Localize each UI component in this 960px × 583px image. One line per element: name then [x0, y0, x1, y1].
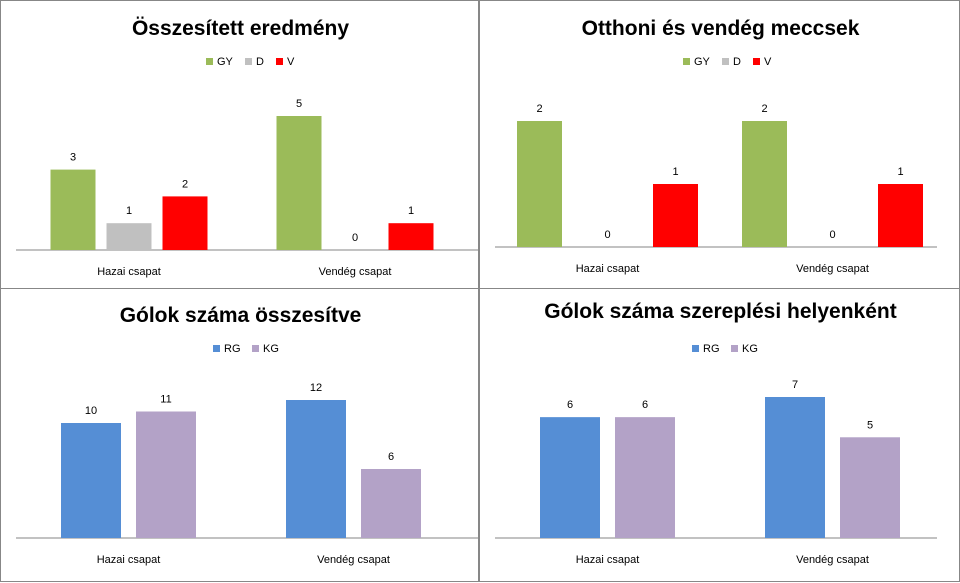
bar-kg-vendeg-csapat [361, 469, 421, 538]
data-label-d-hazai-csapat: 1 [126, 205, 132, 217]
chart-title: Összesített eredmény [132, 17, 349, 40]
bar-gy-hazai-csapat [50, 169, 96, 250]
data-label-rg-vendeg-csapat: 12 [310, 382, 322, 394]
data-label-gy-vendeg-csapat: 5 [296, 98, 302, 110]
bar-d-hazai-csapat [106, 223, 152, 250]
chart-title: Otthoni és vendég meccsek [582, 17, 860, 40]
data-label-v-hazai-csapat: 2 [182, 178, 188, 190]
data-label-kg-hazai-csapat: 11 [160, 394, 171, 406]
legend-label-kg: KG [263, 343, 279, 355]
data-label-v-hazai-csapat: 1 [672, 166, 678, 178]
category-label-vendeg-csapat: Vendég csapat [796, 554, 869, 566]
chart-panel-overall-results: Összesített eredmény GY D V 3 1 2 Hazai csapat 5… [0, 0, 479, 289]
bar-rg-hazai-csapat [540, 417, 600, 538]
legend-swatch-rg [692, 345, 699, 352]
legend-label-gy: GY [217, 56, 234, 68]
bar-rg-vendeg-csapat [765, 397, 825, 538]
data-label-rg-vendeg-csapat: 7 [792, 379, 798, 391]
category-label-hazai-csapat: Hazai csapat [97, 554, 161, 566]
category-label-vendeg-csapat: Vendég csapat [319, 266, 392, 278]
legend-label-kg: KG [742, 343, 758, 355]
chart-panel-goals-by-venue: Gólok száma szereplési helyenként RG KG 6 6 H… [479, 288, 960, 582]
data-label-v-vendeg-csapat: 1 [408, 205, 414, 217]
bar-gy-hazai-csapat [517, 121, 562, 247]
legend-label-gy: GY [694, 56, 711, 68]
category-label-hazai-csapat: Hazai csapat [576, 263, 640, 275]
chart-svg: Otthoni és vendég meccsek GY D V 2 0 1 Hazai cs… [495, 17, 937, 275]
bar-gy-vendeg-csapat [276, 116, 322, 250]
chart-title: Gólok száma összesítve [120, 304, 362, 327]
data-label-kg-vendeg-csapat: 5 [867, 419, 873, 431]
bar-v-hazai-csapat [653, 184, 698, 247]
data-label-d-hazai-csapat: 0 [604, 229, 610, 241]
legend-swatch-d [245, 58, 252, 65]
data-label-kg-vendeg-csapat: 6 [388, 451, 394, 463]
legend-label-d: D [733, 56, 741, 68]
bar-v-hazai-csapat [162, 196, 208, 250]
chart-panel-goals-total: Gólok száma összesítve RG KG 10 11 Hazai csap… [0, 288, 479, 582]
legend-swatch-gy [683, 58, 690, 65]
chart-svg: Gólok száma szereplési helyenként RG KG 6 6 H… [495, 300, 937, 566]
legend-swatch-kg [731, 345, 738, 352]
data-label-gy-vendeg-csapat: 2 [761, 103, 767, 115]
chart-svg: Összesített eredmény GY D V 3 1 2 Hazai csapat 5… [16, 17, 478, 278]
data-label-gy-hazai-csapat: 2 [536, 103, 542, 115]
bar-kg-hazai-csapat [136, 411, 196, 538]
data-label-rg-hazai-csapat: 10 [85, 405, 97, 417]
chart-svg: Gólok száma összesítve RG KG 10 11 Hazai csap… [16, 304, 478, 566]
legend-label-v: V [287, 56, 295, 68]
legend-swatch-v [276, 58, 283, 65]
data-label-gy-hazai-csapat: 3 [70, 152, 76, 164]
bar-rg-hazai-csapat [61, 423, 121, 538]
data-label-d-vendeg-csapat: 0 [352, 232, 358, 244]
bar-kg-vendeg-csapat [840, 437, 900, 538]
legend-label-rg: RG [224, 343, 241, 355]
data-label-d-vendeg-csapat: 0 [829, 229, 835, 241]
legend-swatch-kg [252, 345, 259, 352]
data-label-v-vendeg-csapat: 1 [897, 166, 903, 178]
data-label-rg-hazai-csapat: 6 [567, 399, 573, 411]
legend-swatch-rg [213, 345, 220, 352]
bar-v-vendeg-csapat [878, 184, 923, 247]
category-label-hazai-csapat: Hazai csapat [97, 266, 161, 278]
legend-swatch-d [722, 58, 729, 65]
legend-label-d: D [256, 56, 264, 68]
category-label-hazai-csapat: Hazai csapat [576, 554, 640, 566]
bar-v-vendeg-csapat [388, 223, 434, 250]
data-label-kg-hazai-csapat: 6 [642, 399, 648, 411]
category-label-vendeg-csapat: Vendég csapat [317, 554, 390, 566]
chart-title: Gólok száma szereplési helyenként [544, 300, 897, 323]
bar-gy-vendeg-csapat [742, 121, 787, 247]
bar-kg-hazai-csapat [615, 417, 675, 538]
legend-label-rg: RG [703, 343, 720, 355]
chart-panel-home-away-matches: Otthoni és vendég meccsek GY D V 2 0 1 Hazai cs… [479, 0, 960, 289]
legend-swatch-gy [206, 58, 213, 65]
category-label-vendeg-csapat: Vendég csapat [796, 263, 869, 275]
legend-swatch-v [753, 58, 760, 65]
legend-label-v: V [764, 56, 772, 68]
bar-rg-vendeg-csapat [286, 400, 346, 538]
